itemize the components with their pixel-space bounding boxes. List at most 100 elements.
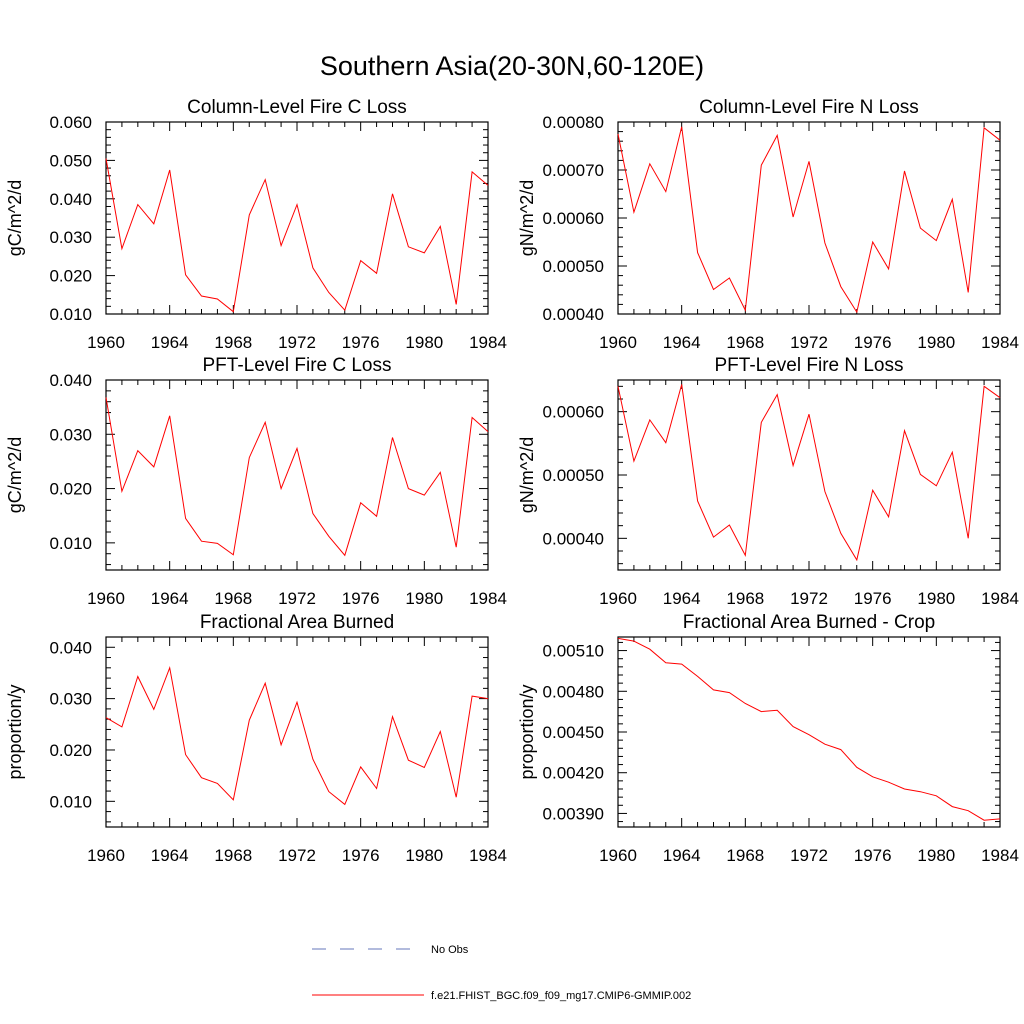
plot-frame — [105, 379, 489, 571]
y-tick-label: 0.00390 — [543, 804, 604, 823]
y-tick-label: 0.020 — [49, 267, 92, 286]
y-tick-label: 0.00080 — [543, 113, 604, 132]
figure-title: Southern Asia(20-30N,60-120E) — [320, 51, 704, 81]
y-tick-label: 0.00420 — [543, 764, 604, 783]
x-tick-label: 1968 — [726, 846, 764, 865]
y-tick-label: 0.00480 — [543, 682, 604, 701]
y-tick-label: 0.030 — [49, 690, 92, 709]
y-tick-label: 0.020 — [49, 741, 92, 760]
plot-frame — [105, 121, 489, 315]
series-line — [105, 397, 489, 557]
panel-title: PFT-Level Fire N Loss — [715, 355, 904, 376]
x-tick-label: 1984 — [981, 333, 1019, 352]
y-tick-label: 0.030 — [49, 425, 92, 444]
x-tick-label: 1964 — [151, 846, 189, 865]
x-tick-label: 1964 — [151, 589, 189, 608]
series-line — [105, 158, 489, 313]
y-tick-label: 0.00050 — [543, 257, 604, 276]
y-axis-label: proportion/y — [5, 684, 25, 779]
x-tick-label: 1984 — [469, 333, 507, 352]
y-tick-label: 0.010 — [49, 534, 92, 553]
x-tick-label: 1972 — [790, 846, 828, 865]
y-tick-label: 0.020 — [49, 480, 92, 499]
x-tick-label: 1972 — [278, 333, 316, 352]
x-tick-label: 1968 — [214, 589, 252, 608]
chart-panel-2: Column-Level Fire N Loss gN/m^2/d 1960 1964… — [517, 97, 1019, 352]
x-tick-label: 1972 — [790, 333, 828, 352]
x-tick-label: 1972 — [278, 589, 316, 608]
x-tick-label: 1968 — [214, 333, 252, 352]
x-tick-label: 1980 — [917, 589, 955, 608]
y-tick-label: 0.060 — [49, 113, 92, 132]
chart-panel-1: Column-Level Fire C Loss gC/m^2/d 1960 1964… — [5, 97, 507, 352]
x-tick-label: 1980 — [405, 333, 443, 352]
panel-title: PFT-Level Fire C Loss — [203, 355, 392, 376]
y-axis-label: gC/m^2/d — [5, 180, 25, 256]
x-tick-label: 1960 — [599, 846, 637, 865]
legend: No Obs f.e21.FHIST_BGC.f09_f09_mg17.CMIP… — [312, 944, 691, 1002]
y-tick-label: 0.00040 — [543, 305, 604, 324]
x-tick-label: 1964 — [663, 589, 701, 608]
series-line — [105, 665, 489, 806]
legend-label-no-obs: No Obs — [431, 944, 469, 956]
x-tick-label: 1960 — [599, 589, 637, 608]
panel-title: Column-Level Fire C Loss — [187, 97, 407, 118]
chart-panel-4: PFT-Level Fire N Loss gN/m^2/d 1960 1964 196… — [517, 355, 1019, 608]
y-tick-label: 0.010 — [49, 305, 92, 324]
x-tick-label: 1984 — [469, 846, 507, 865]
x-tick-label: 1980 — [405, 846, 443, 865]
x-tick-label: 1976 — [854, 589, 892, 608]
x-tick-label: 1964 — [663, 846, 701, 865]
x-tick-label: 1964 — [151, 333, 189, 352]
x-tick-label: 1984 — [981, 589, 1019, 608]
plot-frame — [105, 636, 489, 828]
y-tick-label: 0.00450 — [543, 723, 604, 742]
y-tick-label: 0.00510 — [543, 642, 604, 661]
x-tick-label: 1968 — [726, 333, 764, 352]
y-tick-label: 0.040 — [49, 638, 92, 657]
chart-panel-3: PFT-Level Fire C Loss gC/m^2/d 1960 1964 196… — [5, 355, 507, 608]
x-tick-label: 1968 — [214, 846, 252, 865]
x-tick-label: 1960 — [87, 846, 125, 865]
y-tick-label: 0.00070 — [543, 161, 604, 180]
legend-label-model: f.e21.FHIST_BGC.f09_f09_mg17.CMIP6-GMMIP… — [431, 990, 691, 1002]
series-line — [617, 384, 1001, 562]
y-tick-label: 0.030 — [49, 228, 92, 247]
x-tick-label: 1980 — [917, 846, 955, 865]
x-tick-label: 1960 — [599, 333, 637, 352]
panel-title: Fractional Area Burned — [200, 612, 394, 633]
x-tick-label: 1976 — [342, 846, 380, 865]
series-line — [617, 637, 1001, 821]
panels: Column-Level Fire C Loss gC/m^2/d 1960 1964… — [5, 97, 1019, 865]
y-tick-label: 0.00060 — [543, 403, 604, 422]
y-tick-label: 0.00060 — [543, 209, 604, 228]
x-tick-label: 1964 — [663, 333, 701, 352]
y-tick-label: 0.00040 — [543, 529, 604, 548]
chart-panel-6: Fractional Area Burned - Crop proportion/… — [517, 612, 1019, 865]
y-tick-label: 0.050 — [49, 151, 92, 170]
x-tick-label: 1960 — [87, 589, 125, 608]
x-tick-label: 1976 — [342, 589, 380, 608]
x-tick-label: 1984 — [981, 846, 1019, 865]
x-tick-label: 1980 — [917, 333, 955, 352]
y-tick-label: 0.010 — [49, 792, 92, 811]
y-axis-label: gC/m^2/d — [5, 437, 25, 513]
x-tick-label: 1976 — [854, 846, 892, 865]
y-axis-label: gN/m^2/d — [517, 180, 537, 256]
plot-frame — [617, 636, 1001, 828]
panel-title: Fractional Area Burned - Crop — [683, 612, 935, 633]
y-axis-label: gN/m^2/d — [517, 437, 537, 513]
x-tick-label: 1976 — [342, 333, 380, 352]
y-tick-label: 0.040 — [49, 371, 92, 390]
x-tick-label: 1976 — [854, 333, 892, 352]
chart-panel-5: Fractional Area Burned proportion/y 1960 19… — [5, 612, 507, 865]
x-tick-label: 1980 — [405, 589, 443, 608]
x-tick-label: 1984 — [469, 589, 507, 608]
y-axis-label: proportion/y — [517, 684, 537, 779]
series-line — [617, 126, 1001, 314]
x-tick-label: 1972 — [790, 589, 828, 608]
y-tick-label: 0.00050 — [543, 466, 604, 485]
x-tick-label: 1960 — [87, 333, 125, 352]
y-tick-label: 0.040 — [49, 190, 92, 209]
